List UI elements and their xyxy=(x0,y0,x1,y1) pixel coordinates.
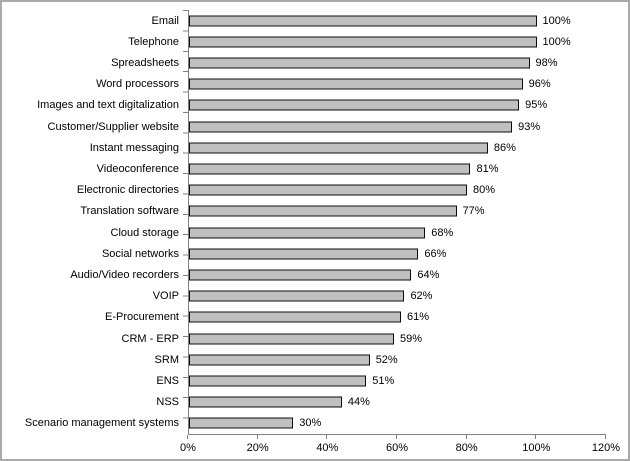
bar xyxy=(189,290,405,302)
category-label: Translation software xyxy=(80,205,179,218)
bar xyxy=(189,163,471,175)
bar-row: Spreadsheets 98% xyxy=(111,52,606,73)
bar-row: Word processors 96% xyxy=(96,74,606,95)
value-label: 81% xyxy=(476,163,499,176)
value-label: 80% xyxy=(472,184,496,197)
bar xyxy=(189,417,294,429)
value-label: 100% xyxy=(542,35,571,48)
value-label: 61% xyxy=(406,311,429,324)
bar xyxy=(189,99,520,111)
x-tick-mark xyxy=(535,435,537,439)
category-label: Email xyxy=(151,14,179,27)
value-label: 30% xyxy=(299,417,322,430)
value-label: 95% xyxy=(525,99,548,112)
category-label: Cloud storage xyxy=(110,226,180,239)
x-tick-mark xyxy=(605,435,606,439)
bar-row: SRM 52% xyxy=(155,349,606,370)
x-tick-mark xyxy=(187,435,188,439)
category-label: Word processors xyxy=(96,78,179,91)
category-label: SRM xyxy=(154,353,179,366)
bar-row: Instant messaging 86% xyxy=(90,137,606,158)
value-label: 62% xyxy=(410,290,433,303)
plot-area: Email 100% Telephone 100% Spreadsheets 98% Wor… xyxy=(25,10,606,439)
bar xyxy=(189,205,457,217)
x-tick-mark xyxy=(396,435,397,439)
x-tick-label: 80% xyxy=(455,442,478,454)
value-label: 68% xyxy=(431,226,454,239)
bar-row: E-Procurement 61% xyxy=(105,307,606,328)
category-label: Instant messaging xyxy=(89,141,179,154)
bar xyxy=(189,121,513,133)
value-label: 59% xyxy=(400,332,423,345)
x-tick-mark xyxy=(326,435,328,439)
bar-row: Translation software 77% xyxy=(80,201,606,222)
bar-row: Scenario management systems 30% xyxy=(25,413,606,434)
value-label: 86% xyxy=(493,141,516,154)
category-label: Spreadsheets xyxy=(111,57,179,69)
category-label: Telephone xyxy=(128,35,179,48)
value-label: 44% xyxy=(347,396,370,409)
category-label: ENS xyxy=(156,375,179,388)
bar-row: ENS 51% xyxy=(156,370,606,391)
bar-row: Social networks 66% xyxy=(102,243,606,264)
category-label: Scenario management systems xyxy=(24,417,179,430)
category-label: Audio/Video recorders xyxy=(70,269,179,282)
value-label: 93% xyxy=(518,120,541,133)
value-label: 100% xyxy=(542,14,571,27)
bar xyxy=(189,15,537,27)
bar xyxy=(189,142,488,154)
bar-row: Customer/Supplier website 93% xyxy=(48,116,606,137)
bar-row: NSS 44% xyxy=(156,392,606,413)
x-tick-mark xyxy=(465,435,467,439)
value-label: 98% xyxy=(535,57,558,69)
x-tick-label: 60% xyxy=(385,442,409,454)
x-tick-mark xyxy=(256,435,258,439)
bar-row: Electronic directories 80% xyxy=(77,180,606,201)
bar xyxy=(189,375,367,387)
bar xyxy=(189,57,530,69)
bar-row: VOIP 62% xyxy=(153,286,606,307)
x-tick-label: 100% xyxy=(522,442,551,454)
x-tick-label: 20% xyxy=(246,442,269,454)
bar-row: Videoconference 81% xyxy=(97,158,606,179)
bar xyxy=(189,396,342,408)
bar-row: Email 100% xyxy=(151,10,606,31)
category-label: Videoconference xyxy=(96,163,179,176)
bar xyxy=(189,354,370,366)
bar-row: Audio/Video recorders 64% xyxy=(70,264,606,285)
bar xyxy=(189,311,401,323)
category-label: Social networks xyxy=(101,247,179,260)
bar xyxy=(189,333,395,345)
category-label: Customer/Supplier website xyxy=(47,120,179,133)
category-label: CRM - ERP xyxy=(121,332,179,345)
category-label: E-Procurement xyxy=(105,311,179,324)
value-label: 77% xyxy=(462,205,485,218)
y-axis-ticks xyxy=(183,10,188,439)
x-tick-label: 0% xyxy=(180,442,196,454)
bar-row: CRM - ERP 59% xyxy=(122,328,606,349)
bar xyxy=(189,184,467,196)
bar-row: Telephone 100% xyxy=(128,31,606,52)
x-axis: 0% 20% 40% 60% 80% 100% 120% xyxy=(180,435,620,459)
category-label: Electronic directories xyxy=(76,184,179,197)
bar-row: Cloud storage 68% xyxy=(111,222,606,243)
value-label: 52% xyxy=(375,353,398,366)
value-label: 66% xyxy=(424,247,447,260)
category-label: Images and text digitalization xyxy=(37,99,179,112)
value-label: 96% xyxy=(528,78,551,91)
value-label: 64% xyxy=(417,269,440,282)
x-tick-label: 40% xyxy=(316,442,339,454)
bar xyxy=(189,227,426,239)
bar xyxy=(189,36,537,48)
bar-row: Images and text digitalization 95% xyxy=(37,95,606,116)
value-label: 51% xyxy=(372,375,395,388)
category-label: NSS xyxy=(156,396,179,409)
category-label: VOIP xyxy=(152,290,179,303)
x-tick-label: 120% xyxy=(591,442,621,454)
bar xyxy=(189,248,419,260)
bar xyxy=(189,78,523,90)
bar xyxy=(189,269,412,281)
